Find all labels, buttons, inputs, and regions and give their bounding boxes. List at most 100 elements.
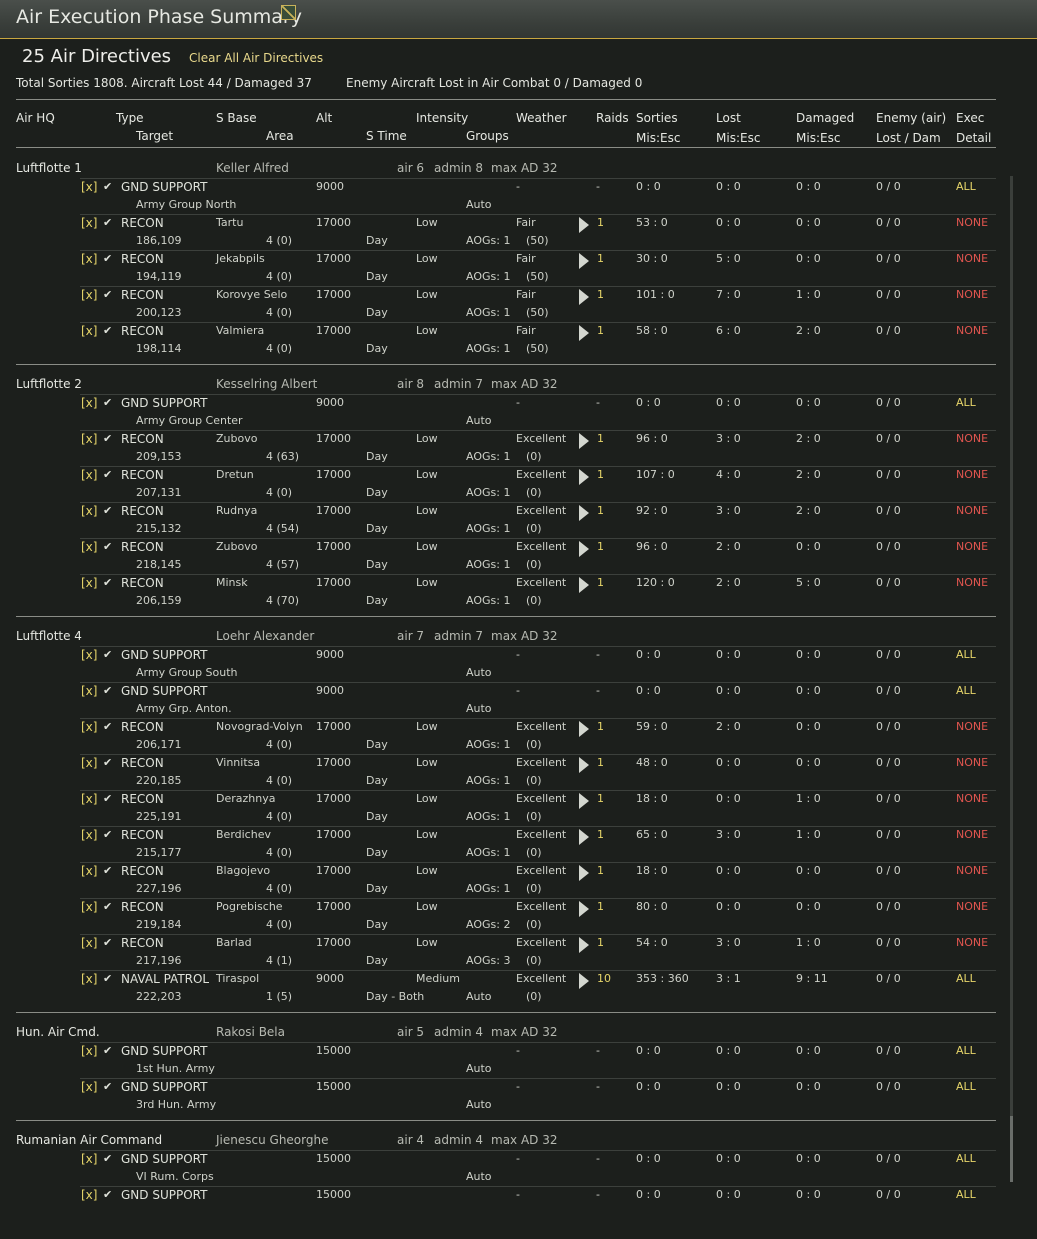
air-hq-name[interactable]: Luftflotte 1 (16, 161, 82, 175)
mission-type[interactable]: RECON (121, 756, 164, 770)
scrollbar-thumb[interactable] (1010, 1116, 1013, 1182)
row-toggle[interactable]: [x] (81, 504, 98, 518)
check-icon[interactable]: ✔ (103, 936, 113, 949)
target[interactable]: 219,184 (136, 918, 182, 931)
exec-detail[interactable]: NONE (956, 900, 989, 913)
mission-type[interactable]: GND SUPPORT (121, 648, 208, 662)
exec-detail[interactable]: ALL (956, 396, 976, 409)
row-toggle[interactable]: [x] (81, 900, 98, 914)
check-icon[interactable]: ✔ (103, 720, 113, 733)
mission-type[interactable]: RECON (121, 864, 164, 878)
play-raid-icon[interactable] (579, 469, 589, 485)
target[interactable]: 227,196 (136, 882, 182, 895)
row-toggle[interactable]: [x] (81, 648, 98, 662)
exec-detail[interactable]: NONE (956, 540, 989, 553)
exec-detail[interactable]: ALL (956, 1080, 976, 1093)
exec-detail[interactable]: NONE (956, 720, 989, 733)
altitude[interactable]: 9000 (316, 648, 344, 661)
altitude[interactable]: 17000 (316, 432, 351, 445)
exec-detail[interactable]: ALL (956, 972, 976, 985)
mission-type[interactable]: RECON (121, 540, 164, 554)
exec-detail[interactable]: NONE (956, 468, 989, 481)
play-raid-icon[interactable] (579, 793, 589, 809)
altitude[interactable]: 17000 (316, 864, 351, 877)
target[interactable]: 206,171 (136, 738, 182, 751)
exec-detail[interactable]: NONE (956, 576, 989, 589)
exec-detail[interactable]: NONE (956, 252, 989, 265)
altitude[interactable]: 17000 (316, 936, 351, 949)
row-toggle[interactable]: [x] (81, 216, 98, 230)
row-toggle[interactable]: [x] (81, 936, 98, 950)
altitude[interactable]: 9000 (316, 180, 344, 193)
air-hq-name[interactable]: Luftflotte 4 (16, 629, 82, 643)
check-icon[interactable]: ✔ (103, 684, 113, 697)
target[interactable]: 186,109 (136, 234, 182, 247)
mission-type[interactable]: RECON (121, 936, 164, 950)
check-icon[interactable]: ✔ (103, 1080, 113, 1093)
mission-type[interactable]: RECON (121, 288, 164, 302)
play-raid-icon[interactable] (579, 721, 589, 737)
target[interactable]: 225,191 (136, 810, 182, 823)
air-hq-name[interactable]: Hun. Air Cmd. (16, 1025, 100, 1039)
target[interactable]: 215,132 (136, 522, 182, 535)
check-icon[interactable]: ✔ (103, 432, 113, 445)
play-raid-icon[interactable] (579, 217, 589, 233)
mission-type[interactable]: GND SUPPORT (121, 396, 208, 410)
check-icon[interactable]: ✔ (103, 252, 113, 265)
exec-detail[interactable]: NONE (956, 828, 989, 841)
row-toggle[interactable]: [x] (81, 180, 98, 194)
mission-type[interactable]: GND SUPPORT (121, 180, 208, 194)
air-hq-name[interactable]: Rumanian Air Command (16, 1133, 163, 1147)
check-icon[interactable]: ✔ (103, 972, 113, 985)
target[interactable]: VI Rum. Corps (136, 1170, 214, 1183)
mission-type[interactable]: NAVAL PATROL (121, 972, 210, 986)
check-icon[interactable]: ✔ (103, 1188, 113, 1201)
target[interactable]: 218,145 (136, 558, 182, 571)
target[interactable]: Army Group Center (136, 414, 243, 427)
target[interactable]: Army Group South (136, 666, 238, 679)
check-icon[interactable]: ✔ (103, 504, 113, 517)
altitude[interactable]: 17000 (316, 576, 351, 589)
altitude[interactable]: 17000 (316, 288, 351, 301)
row-toggle[interactable]: [x] (81, 828, 98, 842)
target[interactable]: 200,123 (136, 306, 182, 319)
target[interactable]: 206,159 (136, 594, 182, 607)
check-icon[interactable]: ✔ (103, 648, 113, 661)
play-raid-icon[interactable] (579, 973, 589, 989)
check-icon[interactable]: ✔ (103, 864, 113, 877)
target[interactable]: 194,119 (136, 270, 182, 283)
row-toggle[interactable]: [x] (81, 1044, 98, 1058)
altitude[interactable]: 17000 (316, 792, 351, 805)
mission-type[interactable]: GND SUPPORT (121, 684, 208, 698)
exec-detail[interactable]: ALL (956, 684, 976, 697)
row-toggle[interactable]: [x] (81, 972, 98, 986)
mission-type[interactable]: RECON (121, 504, 164, 518)
exec-detail[interactable]: ALL (956, 648, 976, 661)
altitude[interactable]: 15000 (316, 1152, 351, 1165)
check-icon[interactable]: ✔ (103, 540, 113, 553)
exec-detail[interactable]: ALL (956, 1044, 976, 1057)
play-raid-icon[interactable] (579, 325, 589, 341)
exec-detail[interactable]: NONE (956, 288, 989, 301)
row-toggle[interactable]: [x] (81, 288, 98, 302)
play-raid-icon[interactable] (579, 901, 589, 917)
altitude[interactable]: 17000 (316, 468, 351, 481)
check-icon[interactable]: ✔ (103, 468, 113, 481)
play-raid-icon[interactable] (579, 253, 589, 269)
altitude[interactable]: 17000 (316, 900, 351, 913)
play-raid-icon[interactable] (579, 577, 589, 593)
row-toggle[interactable]: [x] (81, 468, 98, 482)
target[interactable]: 207,131 (136, 486, 182, 499)
exec-detail[interactable]: NONE (956, 216, 989, 229)
altitude[interactable]: 17000 (316, 216, 351, 229)
exec-detail[interactable]: ALL (956, 1188, 976, 1201)
row-toggle[interactable]: [x] (81, 540, 98, 554)
row-toggle[interactable]: [x] (81, 864, 98, 878)
altitude[interactable]: 17000 (316, 504, 351, 517)
mission-type[interactable]: RECON (121, 720, 164, 734)
row-toggle[interactable]: [x] (81, 252, 98, 266)
exec-detail[interactable]: ALL (956, 1152, 976, 1165)
play-raid-icon[interactable] (579, 937, 589, 953)
mission-type[interactable]: RECON (121, 900, 164, 914)
target[interactable]: Army Group North (136, 198, 237, 211)
